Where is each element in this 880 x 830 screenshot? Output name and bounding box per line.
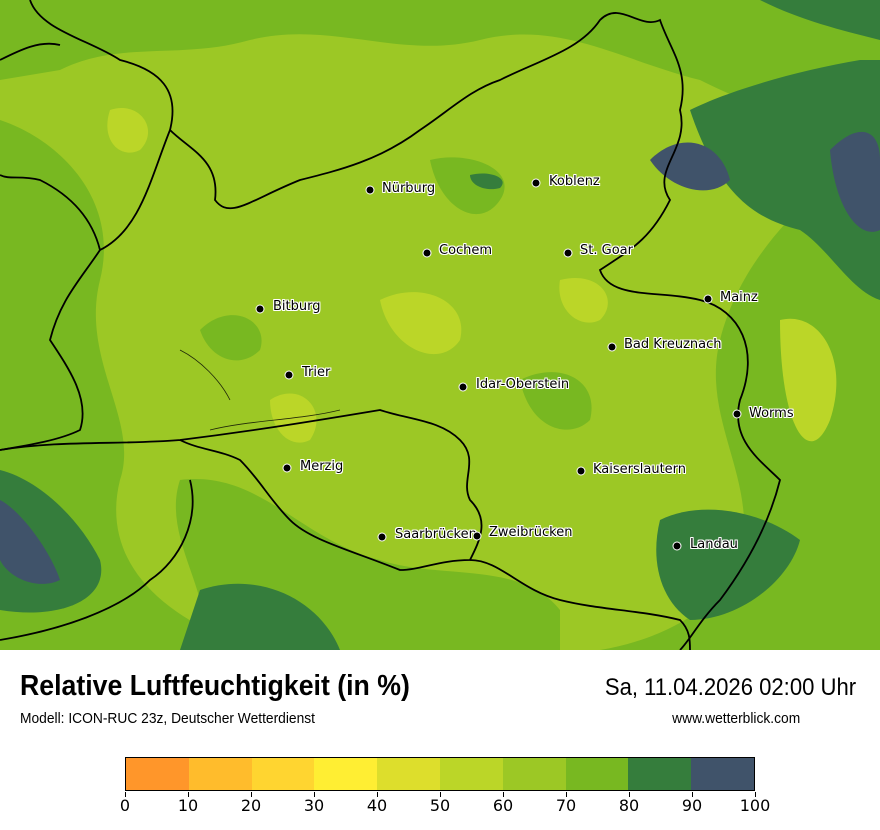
- city-label: Zweibrücken: [489, 525, 573, 540]
- legend-tick-label: 10: [177, 796, 199, 815]
- legend-swatch: [188, 758, 252, 790]
- legend-tick: [188, 792, 189, 797]
- city-marker: [284, 370, 294, 380]
- legend-tick-label: 90: [681, 796, 703, 815]
- rivers: [179, 349, 341, 431]
- legend-swatch: [377, 758, 440, 790]
- city-marker: [472, 531, 482, 541]
- humidity-field-50-60: [107, 108, 837, 443]
- city-label: Worms: [749, 406, 794, 421]
- city-label: Bad Kreuznach: [624, 337, 722, 352]
- legend-tick: [692, 792, 693, 797]
- city-marker: [576, 466, 586, 476]
- legend-tick-label: 60: [492, 796, 514, 815]
- legend-tick: [314, 792, 315, 797]
- legend-swatch: [251, 758, 315, 790]
- color-legend: [125, 757, 755, 791]
- legend-tick-label: 40: [366, 796, 388, 815]
- legend-swatch: [565, 758, 629, 790]
- legend-swatch: [439, 758, 503, 790]
- legend-tick-label: 30: [303, 796, 325, 815]
- legend-tick: [503, 792, 504, 797]
- forecast-datetime: Sa, 11.04.2026 02:00 Uhr: [604, 674, 856, 701]
- city-marker: [563, 248, 573, 258]
- city-label: Cochem: [439, 243, 493, 258]
- legend-swatch: [314, 758, 378, 790]
- city-label: Trier: [302, 365, 331, 380]
- city-label: Kaiserslautern: [593, 462, 687, 477]
- legend-tick-label: 50: [429, 796, 451, 815]
- city-marker: [422, 248, 432, 258]
- city-marker: [672, 541, 682, 551]
- legend-swatch: [628, 758, 692, 790]
- website-credit: www.wetterblick.com: [671, 710, 800, 727]
- city-label: Mainz: [720, 290, 758, 305]
- city-label: Koblenz: [549, 174, 600, 189]
- humidity-map: [0, 0, 880, 650]
- legend-tick-label: 20: [240, 796, 262, 815]
- city-marker: [377, 532, 387, 542]
- legend-tick: [251, 792, 252, 797]
- city-label: Idar-Oberstein: [476, 377, 570, 392]
- city-marker: [607, 342, 617, 352]
- legend-tick-label: 0: [119, 796, 131, 815]
- city-label: Merzig: [300, 459, 344, 474]
- map-title: Relative Luftfeuchtigkeit (in %): [20, 670, 410, 702]
- city-label: St. Goar: [580, 243, 633, 258]
- city-marker: [703, 294, 713, 304]
- city-marker: [365, 185, 375, 195]
- city-marker: [458, 382, 468, 392]
- city-label: Saarbrücken: [395, 527, 477, 542]
- legend-tick: [440, 792, 441, 797]
- city-marker: [255, 304, 265, 314]
- borders: [0, 0, 781, 650]
- legend-tick-label: 100: [739, 796, 771, 815]
- legend-tick: [755, 792, 756, 797]
- legend-tick-label: 80: [618, 796, 640, 815]
- city-label: Landau: [690, 537, 738, 552]
- model-source: Modell: ICON-RUC 23z, Deutscher Wetterdi…: [20, 710, 316, 727]
- legend-tick: [566, 792, 567, 797]
- humidity-field-90-100: [0, 131, 880, 584]
- legend-swatch: [502, 758, 566, 790]
- city-label: Bitburg: [273, 299, 321, 314]
- legend-tick: [125, 792, 126, 797]
- city-marker: [282, 463, 292, 473]
- legend-tick-label: 70: [555, 796, 577, 815]
- legend-tick: [377, 792, 378, 797]
- city-marker: [732, 409, 742, 419]
- city-marker: [531, 178, 541, 188]
- legend-swatch: [126, 758, 189, 790]
- legend-swatch: [691, 758, 754, 790]
- legend-tick: [629, 792, 630, 797]
- city-label: Nürburg: [382, 181, 436, 196]
